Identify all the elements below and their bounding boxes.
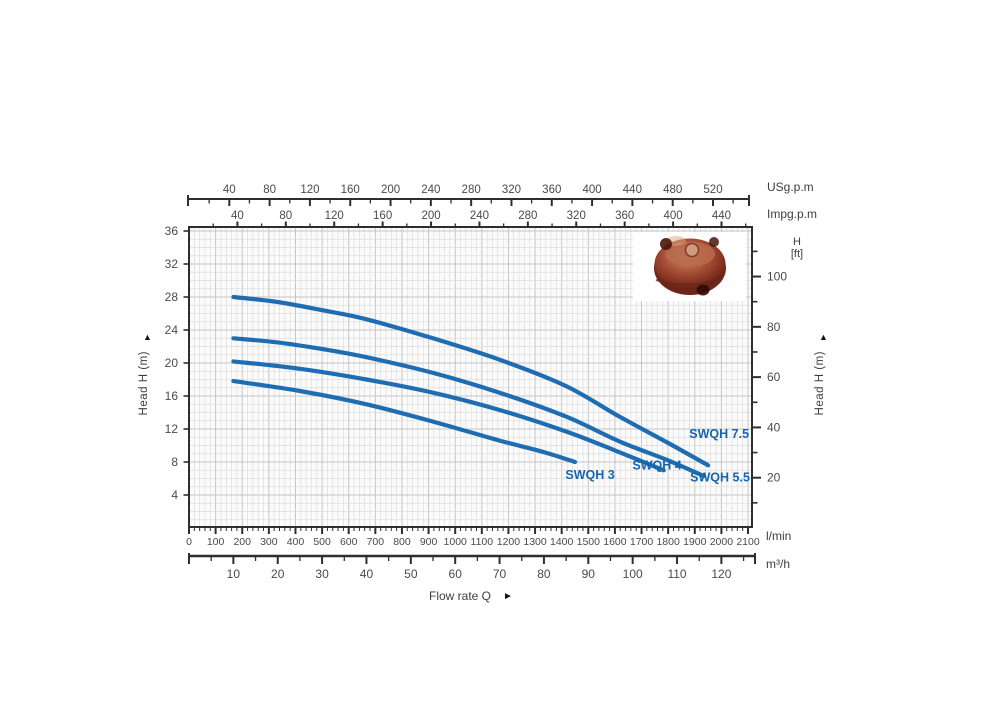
tick-label: 320 <box>567 210 586 222</box>
tick-label: 32 <box>165 257 179 271</box>
tick-label: 280 <box>518 210 537 222</box>
tick-label: 320 <box>502 184 521 196</box>
tick-label: 440 <box>712 210 731 222</box>
tick-label: 480 <box>663 184 682 196</box>
curve-swqh-5-5 <box>231 336 706 479</box>
usgpm-unit-label: USg.p.m <box>767 180 814 194</box>
tick-label: 120 <box>711 567 731 581</box>
tick-label: 12 <box>165 422 179 436</box>
curve-swqh-3 <box>231 379 578 465</box>
tick-label: 1500 <box>577 536 601 548</box>
tick-label: 240 <box>421 184 440 196</box>
curve-swqh-7-5 <box>231 294 711 468</box>
m3h-unit-label: m³/h <box>766 557 790 571</box>
tick-label: 110 <box>667 567 686 581</box>
tick-label: 300 <box>260 536 278 548</box>
tick-label: 440 <box>623 184 642 196</box>
tick-label: 20 <box>767 471 781 485</box>
tick-label: 80 <box>767 320 781 334</box>
tick-label: 28 <box>165 290 179 304</box>
up-arrow-icon-right: ▲ <box>819 332 828 342</box>
right-axis-title: Head H (m) <box>814 351 826 416</box>
tick-label: 80 <box>263 184 276 196</box>
tick-label: 40 <box>360 567 374 581</box>
right-arrow-icon: ► <box>503 591 513 602</box>
tick-label: 200 <box>233 536 251 548</box>
tick-label: 500 <box>313 536 331 548</box>
head-ft-unit-line1: H <box>793 236 801 248</box>
tick-label: 1000 <box>444 536 468 548</box>
tick-label: 1300 <box>523 536 547 548</box>
tick-label: 200 <box>421 210 440 222</box>
tick-label: 1600 <box>603 536 627 548</box>
tick-label: 60 <box>767 370 781 384</box>
tick-label: 360 <box>615 210 634 222</box>
tick-label: 2000 <box>710 536 734 548</box>
curve-label: SWQH 3 <box>565 468 614 482</box>
tick-label: 1200 <box>497 536 521 548</box>
tick-label: 200 <box>381 184 400 196</box>
tick-label: 20 <box>165 356 179 370</box>
tick-label: 1700 <box>630 536 654 548</box>
tick-label: 36 <box>165 224 179 238</box>
flow-rate-label: Flow rate Q <box>429 589 492 603</box>
tick-label: 40 <box>767 420 781 434</box>
up-arrow-icon-left: ▲ <box>143 332 152 342</box>
tick-label: 80 <box>279 210 292 222</box>
pump-photo <box>633 232 746 301</box>
head-ft-unit-line2: [ft] <box>790 247 804 260</box>
left-axis-title: Head H (m) <box>138 351 150 416</box>
curve-label: SWQH 7.5 <box>689 427 749 441</box>
tick-label: 360 <box>542 184 561 196</box>
tick-label: 60 <box>449 567 463 581</box>
tick-label: 70 <box>493 567 507 581</box>
tick-label: 40 <box>231 210 244 222</box>
tick-label: 1900 <box>683 536 707 548</box>
tick-label: 160 <box>341 184 360 196</box>
tick-label: 400 <box>663 210 682 222</box>
tick-label: 700 <box>367 536 385 548</box>
tick-label: 1100 <box>471 536 494 548</box>
tick-label: 10 <box>227 567 241 581</box>
tick-label: 4 <box>171 488 178 502</box>
tick-label: 800 <box>393 536 411 548</box>
tick-label: 90 <box>582 567 596 581</box>
tick-label: 40 <box>223 184 236 196</box>
impgpm-unit-label: Impg.p.m <box>767 207 818 221</box>
tick-label: 0 <box>186 536 192 548</box>
tick-label: 520 <box>703 184 722 196</box>
tick-label: 100 <box>207 536 225 548</box>
tick-label: 160 <box>373 210 392 222</box>
tick-label: 24 <box>165 323 179 337</box>
head-ft-unit-label: H [ft] <box>779 236 815 260</box>
curve-label: SWQH 5.5 <box>690 471 750 485</box>
lmin-unit-label: l/min <box>766 529 792 543</box>
tick-label: 2100 <box>736 536 760 548</box>
tick-label: 400 <box>287 536 305 548</box>
tick-label: 400 <box>582 184 601 196</box>
tick-label: 1800 <box>656 536 680 548</box>
tick-label: 120 <box>300 184 319 196</box>
tick-label: 16 <box>165 389 179 403</box>
curve-swqh-4 <box>231 359 666 473</box>
tick-label: 30 <box>315 567 329 581</box>
curve-label: SWQH 4 <box>632 458 681 472</box>
tick-label: 50 <box>404 567 418 581</box>
tick-label: 900 <box>420 536 438 548</box>
tick-label: 600 <box>340 536 358 548</box>
tick-label: 80 <box>537 567 551 581</box>
tick-label: 280 <box>462 184 481 196</box>
tick-label: 1400 <box>550 536 574 548</box>
tick-label: 20 <box>271 567 285 581</box>
tick-label: 120 <box>325 210 344 222</box>
tick-label: 100 <box>767 270 787 284</box>
tick-label: 8 <box>171 455 178 469</box>
tick-label: 240 <box>470 210 489 222</box>
tick-label: 100 <box>623 567 643 581</box>
